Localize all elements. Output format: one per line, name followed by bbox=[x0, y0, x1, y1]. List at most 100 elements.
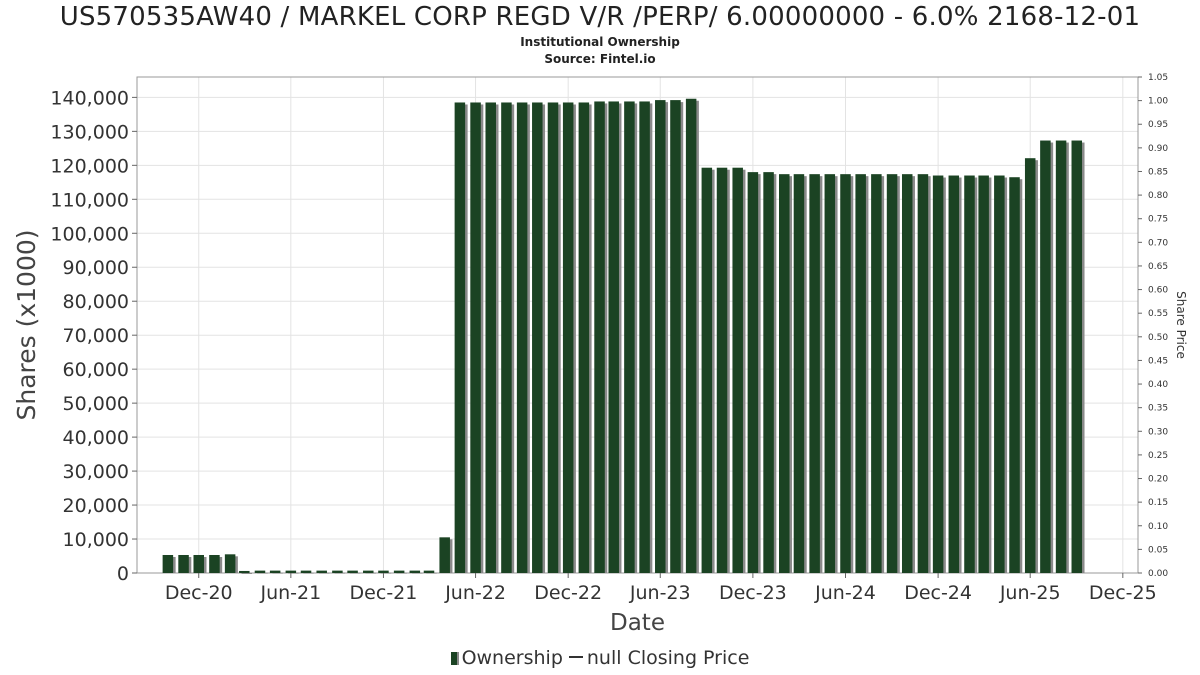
y-tick-label: 20,000 bbox=[63, 495, 129, 517]
ownership-bar bbox=[994, 175, 1005, 573]
ownership-bar bbox=[378, 570, 389, 573]
y-tick-label: 60,000 bbox=[63, 359, 129, 381]
y-tick-label: 40,000 bbox=[63, 427, 129, 449]
ownership-bar bbox=[871, 174, 882, 574]
ownership-bar bbox=[363, 570, 374, 573]
y2-tick-label: 0.80 bbox=[1148, 191, 1168, 201]
ownership-bar bbox=[732, 167, 743, 573]
x-tick-label: Dec-22 bbox=[534, 582, 602, 604]
ownership-bar bbox=[840, 174, 851, 574]
ownership-bar bbox=[532, 102, 543, 573]
ownership-bar-shadow bbox=[241, 572, 253, 574]
x-tick-label: Jun-22 bbox=[444, 582, 506, 604]
x-axis: Dec-20 Jun-21 Dec-21 Jun-22 Dec-22 Jun-23 Dec-… bbox=[165, 573, 1157, 604]
ownership-bar bbox=[316, 570, 327, 573]
ownership-bar bbox=[624, 101, 635, 574]
y-tick-label: 140,000 bbox=[50, 87, 129, 109]
ownership-bar bbox=[685, 98, 697, 573]
ownership-bar bbox=[716, 167, 728, 573]
x-tick-label: Dec-23 bbox=[719, 582, 787, 604]
y2-tick-label: 0.65 bbox=[1148, 262, 1168, 272]
ownership-bar bbox=[1040, 140, 1051, 574]
y2-axis-label: Share Price bbox=[1174, 291, 1188, 359]
x-tick-label: Jun-25 bbox=[999, 582, 1061, 604]
y2-axis: 0.00 0.05 0.10 0.15 0.20 0.25 0.30 0.35 0.40 0.45… bbox=[1138, 73, 1168, 579]
y2-tick-label: 0.30 bbox=[1148, 427, 1168, 437]
ownership-bar-shadow bbox=[396, 572, 407, 574]
ownership-bar-shadow bbox=[288, 572, 299, 574]
ownership-bar bbox=[655, 100, 666, 573]
ownership-bar-shadow bbox=[334, 572, 346, 574]
x-axis-label: Date bbox=[610, 610, 665, 636]
y-axis: 0 10,000 20,000 30,000 40,000 50,000 60,000 70,… bbox=[50, 87, 137, 585]
ownership-bar bbox=[209, 554, 220, 573]
x-tick-label: Dec-21 bbox=[350, 582, 418, 604]
x-tick-label: Jun-21 bbox=[259, 582, 321, 604]
y-tick-label: 0 bbox=[117, 563, 129, 585]
price-legend-swatch bbox=[568, 656, 583, 658]
ownership-bar bbox=[254, 570, 266, 573]
ownership-bar bbox=[516, 102, 528, 573]
y2-tick-label: 1.00 bbox=[1148, 97, 1168, 107]
ownership-bar bbox=[809, 174, 820, 574]
ownership-bar bbox=[347, 570, 358, 573]
ownership-bar-shadow bbox=[303, 572, 314, 574]
ownership-bar bbox=[409, 570, 421, 573]
ownership-bar bbox=[332, 570, 343, 573]
ownership-bar bbox=[824, 174, 836, 574]
x-tick-label: Jun-24 bbox=[814, 582, 876, 604]
y2-tick-label: 0.70 bbox=[1148, 238, 1168, 248]
ownership-bar-shadow bbox=[380, 572, 392, 574]
legend-price-label: null Closing Price bbox=[586, 647, 750, 669]
y2-tick-label: 0.00 bbox=[1148, 569, 1168, 579]
ownership-bar bbox=[162, 554, 174, 573]
ownership-bar bbox=[300, 570, 312, 573]
ownership-bar-shadow bbox=[257, 572, 268, 574]
ownership-bar bbox=[454, 102, 466, 573]
ownership-bar bbox=[701, 167, 713, 573]
y-tick-label: 80,000 bbox=[63, 291, 129, 313]
ownership-bar-shadow bbox=[272, 572, 283, 574]
ownership-bar bbox=[239, 570, 250, 573]
ownership-bar bbox=[1071, 140, 1083, 574]
x-tick-label: Jun-23 bbox=[629, 582, 691, 604]
y2-tick-label: 0.90 bbox=[1148, 144, 1168, 154]
y-tick-label: 30,000 bbox=[63, 461, 129, 483]
ownership-bar bbox=[439, 537, 450, 573]
y2-tick-label: 0.55 bbox=[1148, 309, 1168, 319]
ownership-bar bbox=[917, 174, 929, 574]
y-tick-label: 130,000 bbox=[50, 121, 129, 143]
y2-tick-label: 0.15 bbox=[1148, 498, 1168, 508]
y-tick-label: 90,000 bbox=[63, 257, 129, 279]
ownership-bar bbox=[886, 174, 898, 574]
ownership-bar bbox=[193, 554, 204, 573]
y2-tick-label: 0.60 bbox=[1148, 286, 1168, 296]
ownership-legend-swatch bbox=[450, 652, 459, 665]
ownership-bar bbox=[470, 102, 481, 573]
y2-tick-label: 0.10 bbox=[1148, 522, 1168, 532]
ownership-bar bbox=[932, 175, 944, 573]
ownership-bar bbox=[670, 100, 681, 573]
ownership-bar bbox=[547, 102, 559, 573]
ownership-bar bbox=[763, 172, 774, 573]
ownership-bar-shadow bbox=[426, 572, 437, 574]
ownership-bar bbox=[608, 101, 619, 574]
ownership-bar bbox=[423, 570, 435, 573]
ownership-bar bbox=[393, 570, 405, 573]
x-tick-label: Dec-24 bbox=[904, 582, 972, 604]
y2-tick-label: 0.35 bbox=[1148, 404, 1168, 414]
ownership-bar-shadow bbox=[365, 572, 377, 574]
ownership-bars bbox=[162, 98, 1085, 574]
ownership-bar bbox=[1009, 177, 1020, 573]
ownership-bar-shadow bbox=[412, 572, 423, 574]
y-tick-label: 110,000 bbox=[50, 189, 129, 211]
y2-tick-label: 0.40 bbox=[1148, 380, 1168, 390]
ownership-bar bbox=[793, 174, 805, 574]
ownership-bar bbox=[594, 101, 605, 574]
y2-tick-label: 0.50 bbox=[1148, 333, 1168, 343]
ownership-bar bbox=[224, 554, 236, 573]
y2-tick-label: 0.95 bbox=[1148, 120, 1168, 130]
ownership-bar bbox=[501, 102, 512, 573]
chart-source: Source: Fintel.io bbox=[544, 52, 656, 66]
